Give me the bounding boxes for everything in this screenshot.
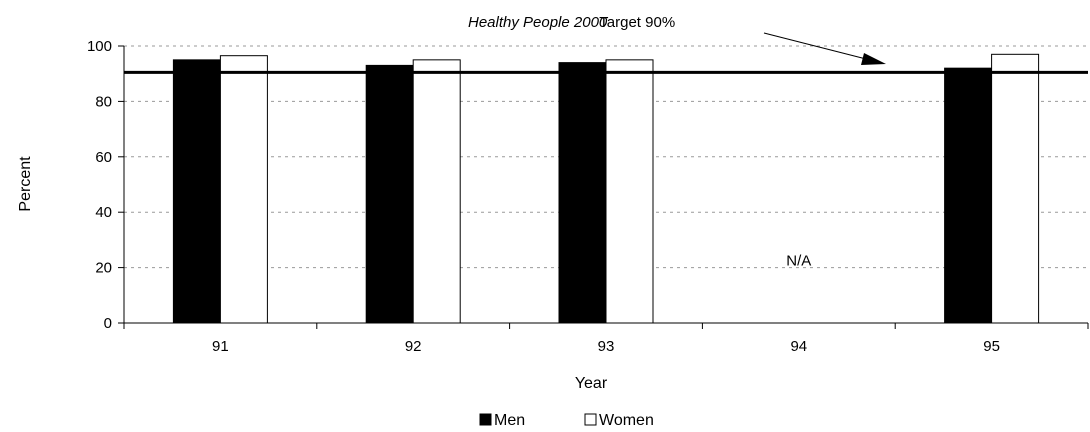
x-tick-label: 94 — [790, 338, 807, 355]
y-tick-label: 0 — [104, 315, 112, 332]
annotation-arrow-head — [861, 53, 886, 65]
x-axis-ticks: 91 92 93 94 95 — [123, 323, 1089, 355]
legend-swatch-men — [479, 413, 492, 426]
x-tick-label: 91 — [212, 338, 229, 355]
x-tick-label: 93 — [598, 338, 615, 355]
y-tick-label: 100 — [87, 38, 112, 55]
y-axis-ticks: 0 20 40 60 80 100 — [87, 38, 124, 332]
x-tick-label: 95 — [983, 338, 1000, 355]
bar-women-93 — [605, 59, 654, 324]
annotation-arrow-line — [763, 32, 871, 61]
bar-women-91 — [219, 55, 268, 324]
legend: Men Women — [479, 412, 654, 429]
x-axis-title: Year — [575, 375, 608, 392]
target-annotation: Healthy People 2000Target 90% — [468, 14, 675, 31]
y-tick-label: 20 — [95, 260, 112, 277]
bar-men-95 — [944, 67, 993, 324]
legend-label-women: Women — [599, 412, 654, 429]
target-annotation-plain: Target 90% — [599, 14, 675, 31]
bar-women-95 — [991, 53, 1040, 324]
target-annotation-italic: Healthy People 2000 — [468, 14, 608, 31]
legend-label-men: Men — [494, 412, 525, 429]
bar-men-92 — [365, 64, 414, 324]
y-tick-label: 80 — [95, 93, 112, 110]
bar-women-92 — [412, 59, 461, 324]
x-tick-label: 92 — [405, 338, 422, 355]
y-tick-label: 40 — [95, 204, 112, 221]
bars — [172, 53, 1040, 324]
missing-data-label: N/A — [786, 253, 811, 270]
y-axis-title: Percent — [17, 156, 34, 212]
bar-men-91 — [172, 59, 221, 324]
legend-swatch-women — [584, 413, 597, 426]
y-tick-label: 60 — [95, 149, 112, 166]
bar-men-93 — [558, 62, 607, 324]
